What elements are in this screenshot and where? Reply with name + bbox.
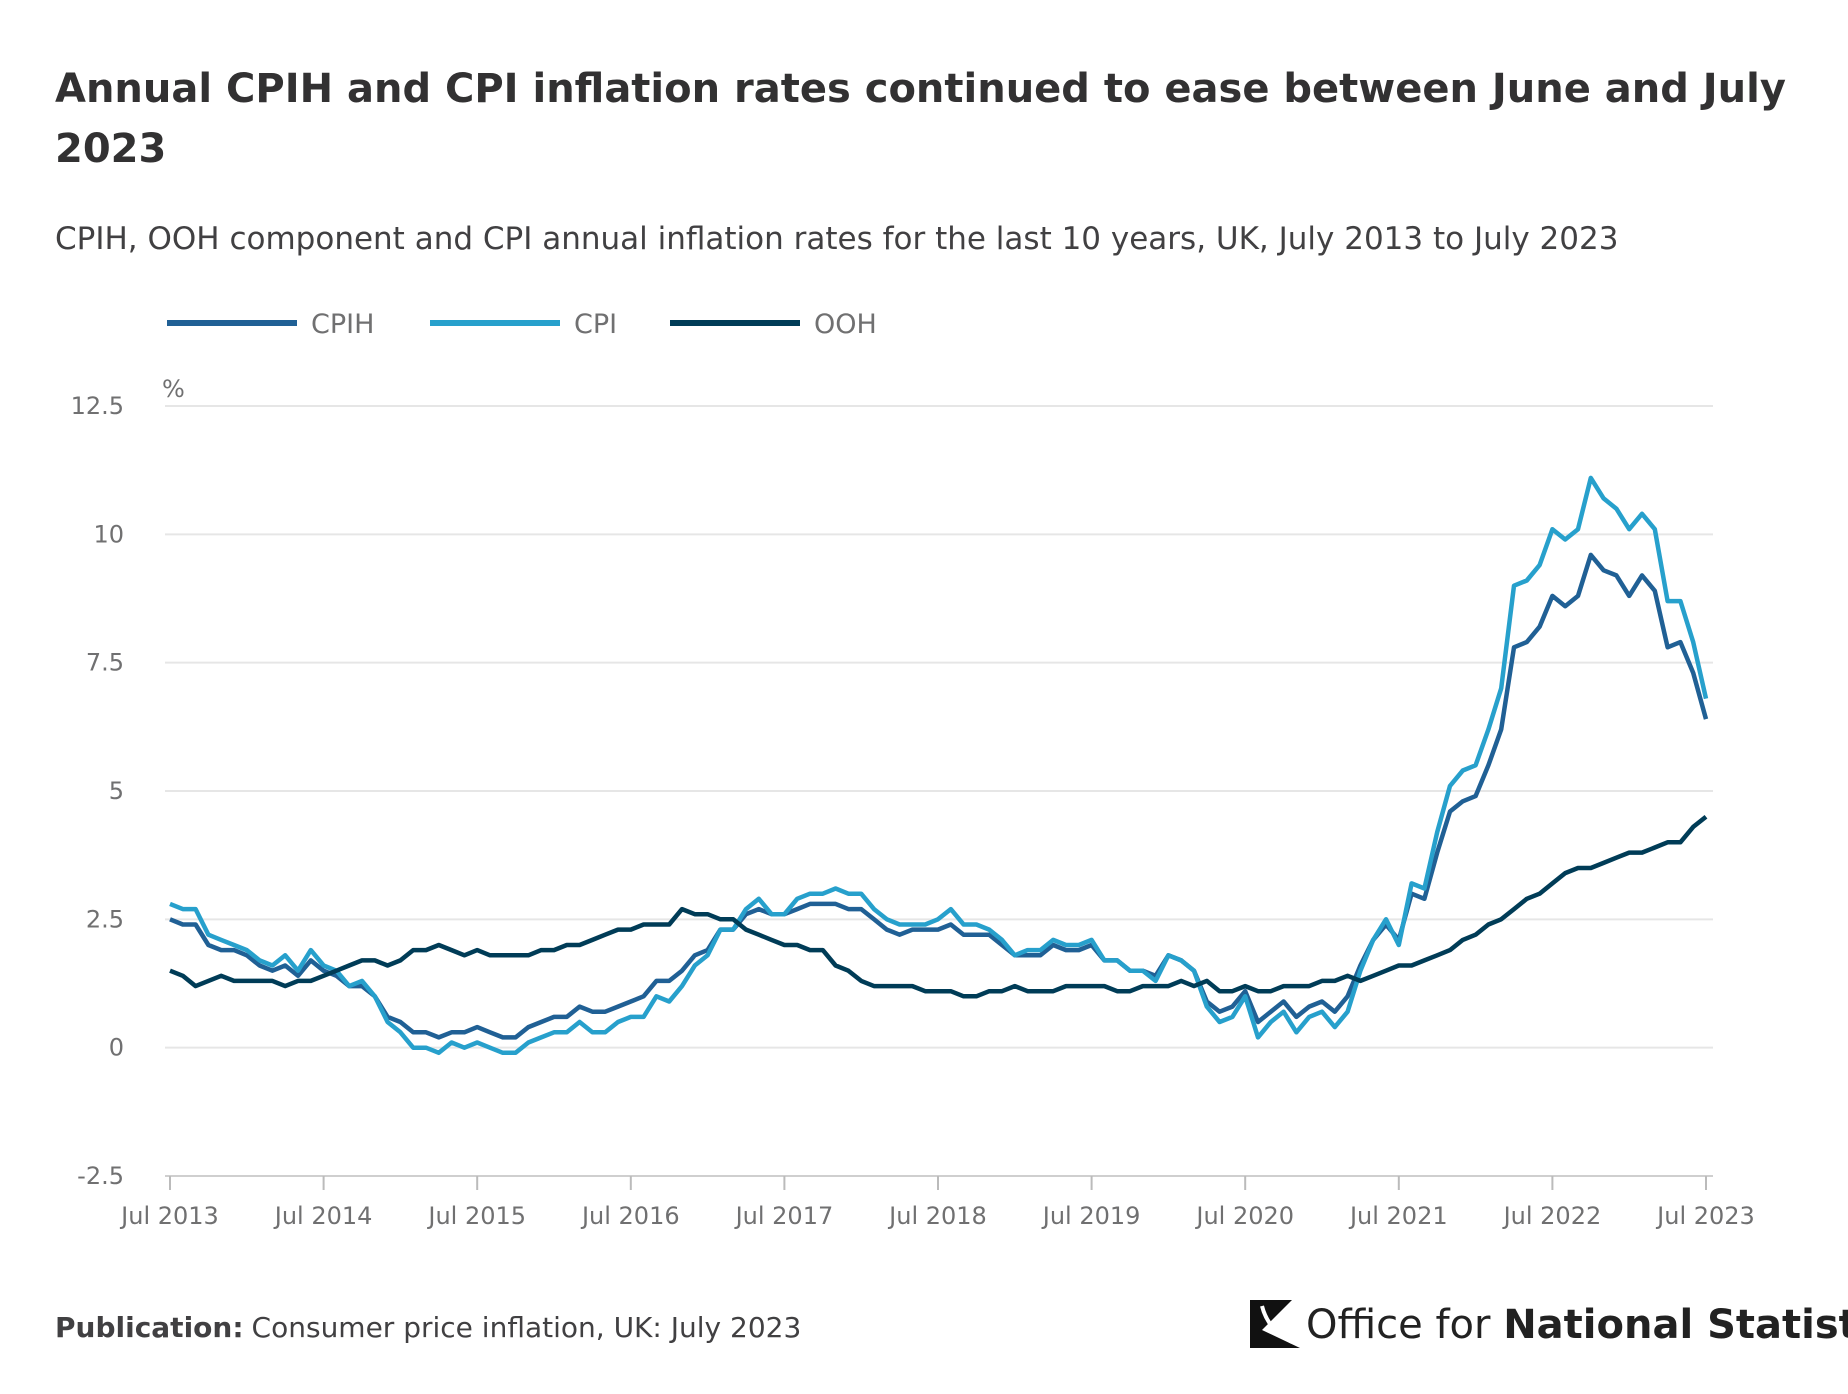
y-tick-label: 0	[109, 1034, 124, 1062]
y-axis: 12.5 10 7.5 5 2.5 0 -2.5	[71, 392, 124, 1190]
legend: CPIH CPI OOH	[167, 309, 877, 340]
x-tick-label: Jul 2015	[426, 1202, 526, 1230]
y-tick-label: 2.5	[86, 905, 124, 933]
chart-title-line1: Annual CPIH and CPI inflation rates cont…	[55, 66, 1786, 112]
y-tick-label: 10	[93, 520, 124, 548]
y-tick-label: 7.5	[86, 649, 124, 677]
ons-logo: Office for National Statistics	[1250, 1300, 1848, 1348]
series-line-cpih	[169, 552, 1709, 1040]
x-tick-label: Jul 2022	[1502, 1202, 1602, 1230]
legend-label-cpih: CPIH	[311, 309, 374, 340]
footer-publication: Publication: Consumer price inflation, UK…	[55, 1311, 801, 1344]
x-tick-label: Jul 2019	[1041, 1202, 1141, 1230]
ons-logo-text: Office for National Statistics	[1306, 1302, 1848, 1348]
chart-title-line2: 2023	[55, 126, 166, 172]
y-tick-label: -2.5	[77, 1162, 124, 1190]
x-tick-label: Jul 2013	[119, 1202, 219, 1230]
x-tick-label: Jul 2017	[734, 1202, 834, 1230]
x-tick-label: Jul 2014	[273, 1202, 373, 1230]
y-tick-label: 5	[109, 777, 124, 805]
x-tick-label: Jul 2023	[1655, 1202, 1755, 1230]
x-axis: Jul 2013 Jul 2014 Jul 2015 Jul 2016 Jul 2017…	[119, 1175, 1755, 1230]
x-tick-label: Jul 2018	[887, 1202, 987, 1230]
legend-label-cpi: CPI	[574, 309, 617, 340]
legend-label-ooh: OOH	[814, 309, 877, 340]
x-tick-label: Jul 2016	[580, 1202, 680, 1230]
y-axis-unit: %	[162, 375, 185, 403]
gridlines	[165, 405, 1713, 1049]
footer-link[interactable]: Consumer price inflation, UK: July 2023	[252, 1311, 802, 1344]
x-tick-label: Jul 2020	[1194, 1202, 1294, 1230]
y-tick-label: 12.5	[71, 392, 124, 420]
series-lines	[169, 475, 1709, 1056]
series-line-cpi	[169, 475, 1709, 1056]
x-tick-label: Jul 2021	[1348, 1202, 1448, 1230]
footer-label: Publication:	[55, 1311, 244, 1344]
chart-subtitle: CPIH, OOH component and CPI annual infla…	[55, 221, 1618, 257]
series-line-ooh	[169, 814, 1708, 999]
